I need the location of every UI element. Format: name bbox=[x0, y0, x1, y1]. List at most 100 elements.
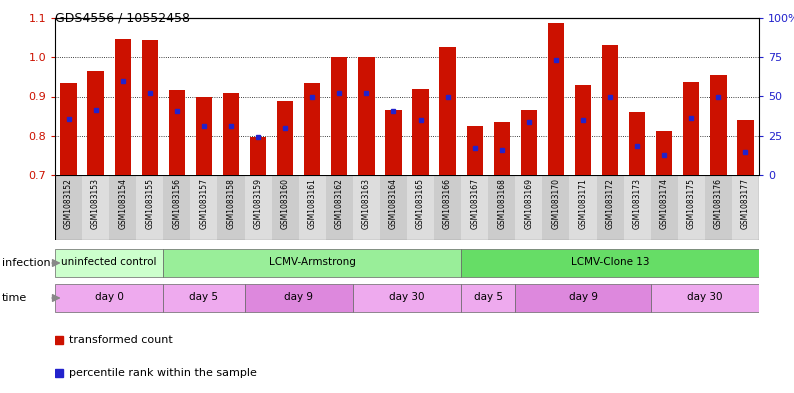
Bar bbox=[87, 71, 104, 175]
Text: GSM1083171: GSM1083171 bbox=[579, 178, 588, 229]
Bar bbox=[353, 175, 380, 240]
Text: GSM1083161: GSM1083161 bbox=[308, 178, 317, 229]
Text: GSM1083162: GSM1083162 bbox=[335, 178, 344, 229]
Bar bbox=[55, 284, 164, 312]
Text: GSM1083169: GSM1083169 bbox=[524, 178, 534, 229]
Bar bbox=[141, 40, 158, 175]
Bar bbox=[250, 137, 266, 175]
Bar bbox=[60, 83, 77, 175]
Text: GSM1083167: GSM1083167 bbox=[470, 178, 480, 229]
Bar bbox=[461, 284, 515, 312]
Text: day 30: day 30 bbox=[687, 292, 723, 302]
Bar bbox=[629, 112, 646, 175]
Bar bbox=[515, 175, 542, 240]
Text: GSM1083164: GSM1083164 bbox=[389, 178, 398, 229]
Bar bbox=[651, 175, 678, 240]
Bar bbox=[440, 47, 456, 175]
Text: GSM1083174: GSM1083174 bbox=[660, 178, 669, 229]
Bar bbox=[304, 83, 320, 175]
Bar bbox=[683, 83, 700, 175]
Bar bbox=[168, 90, 185, 175]
Bar bbox=[218, 175, 245, 240]
Text: GSM1083165: GSM1083165 bbox=[416, 178, 425, 229]
Bar bbox=[385, 110, 402, 175]
Bar bbox=[412, 89, 429, 175]
Text: GSM1083163: GSM1083163 bbox=[362, 178, 371, 229]
Bar bbox=[164, 284, 245, 312]
Text: GSM1083168: GSM1083168 bbox=[497, 178, 507, 229]
Text: GSM1083158: GSM1083158 bbox=[226, 178, 236, 229]
Text: GSM1083175: GSM1083175 bbox=[687, 178, 696, 229]
Text: day 0: day 0 bbox=[94, 292, 124, 302]
Text: GSM1083177: GSM1083177 bbox=[741, 178, 750, 229]
Bar bbox=[358, 57, 375, 175]
Text: transformed count: transformed count bbox=[69, 335, 173, 345]
Bar bbox=[277, 101, 293, 175]
Text: percentile rank within the sample: percentile rank within the sample bbox=[69, 368, 257, 378]
Bar bbox=[705, 175, 732, 240]
Text: GSM1083172: GSM1083172 bbox=[606, 178, 615, 229]
Text: day 9: day 9 bbox=[569, 292, 598, 302]
Bar bbox=[164, 175, 191, 240]
Bar bbox=[515, 284, 651, 312]
Bar bbox=[651, 284, 759, 312]
Bar bbox=[732, 175, 759, 240]
Text: LCMV-Armstrong: LCMV-Armstrong bbox=[269, 257, 356, 267]
Bar bbox=[82, 175, 109, 240]
Text: GSM1083166: GSM1083166 bbox=[443, 178, 452, 229]
Text: day 9: day 9 bbox=[284, 292, 313, 302]
Bar bbox=[114, 39, 131, 175]
Text: infection: infection bbox=[2, 258, 50, 268]
Bar bbox=[272, 175, 299, 240]
Text: GSM1083157: GSM1083157 bbox=[199, 178, 208, 229]
Text: LCMV-Clone 13: LCMV-Clone 13 bbox=[571, 257, 649, 267]
Text: GSM1083173: GSM1083173 bbox=[633, 178, 642, 229]
Bar bbox=[548, 24, 564, 175]
Text: GSM1083160: GSM1083160 bbox=[280, 178, 290, 229]
Bar bbox=[196, 97, 212, 175]
Bar bbox=[467, 126, 483, 175]
Bar bbox=[623, 175, 651, 240]
Bar bbox=[191, 175, 218, 240]
Bar bbox=[494, 121, 510, 175]
Bar bbox=[488, 175, 515, 240]
Bar bbox=[245, 284, 353, 312]
Text: GSM1083153: GSM1083153 bbox=[91, 178, 100, 229]
Bar bbox=[575, 85, 591, 175]
Text: GSM1083156: GSM1083156 bbox=[172, 178, 181, 229]
Bar bbox=[656, 131, 673, 175]
Bar bbox=[407, 175, 434, 240]
Bar bbox=[223, 93, 239, 175]
Text: GSM1083155: GSM1083155 bbox=[145, 178, 154, 229]
Bar bbox=[678, 175, 705, 240]
Bar bbox=[331, 57, 348, 175]
Text: GSM1083170: GSM1083170 bbox=[551, 178, 561, 229]
Bar bbox=[542, 175, 569, 240]
Text: time: time bbox=[2, 293, 27, 303]
Bar bbox=[137, 175, 164, 240]
Bar bbox=[380, 175, 407, 240]
Bar bbox=[711, 75, 727, 175]
Bar bbox=[109, 175, 137, 240]
Text: day 30: day 30 bbox=[389, 292, 425, 302]
Bar bbox=[521, 110, 537, 175]
Bar bbox=[245, 175, 272, 240]
Bar bbox=[55, 249, 164, 277]
Bar bbox=[461, 249, 759, 277]
Bar bbox=[602, 46, 619, 175]
Text: uninfected control: uninfected control bbox=[61, 257, 157, 267]
Bar bbox=[434, 175, 461, 240]
Text: GDS4556 / 10552458: GDS4556 / 10552458 bbox=[55, 12, 190, 25]
Bar bbox=[353, 284, 461, 312]
Text: GSM1083159: GSM1083159 bbox=[253, 178, 263, 229]
Text: day 5: day 5 bbox=[474, 292, 503, 302]
Text: GSM1083154: GSM1083154 bbox=[118, 178, 127, 229]
Bar bbox=[55, 175, 82, 240]
Bar bbox=[164, 249, 461, 277]
Text: GSM1083152: GSM1083152 bbox=[64, 178, 73, 229]
Bar bbox=[738, 120, 754, 175]
Text: day 5: day 5 bbox=[190, 292, 218, 302]
Bar bbox=[461, 175, 488, 240]
Bar bbox=[326, 175, 353, 240]
Bar bbox=[596, 175, 623, 240]
